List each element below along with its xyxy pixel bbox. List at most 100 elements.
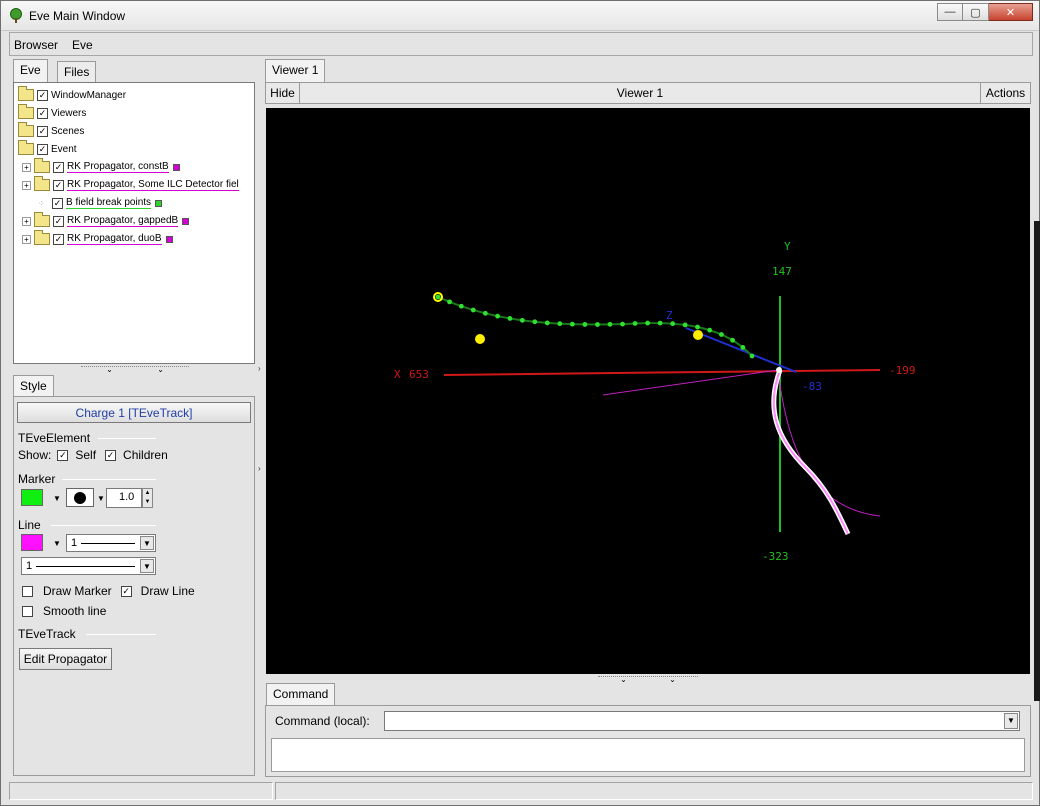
draw-marker-checkbox[interactable]: [22, 585, 33, 597]
viewer-toolbar: Hide Viewer 1 Actions: [265, 82, 1031, 104]
y-axis-title: Y: [784, 240, 791, 253]
break-point: [595, 322, 600, 327]
menu-browser[interactable]: Browser: [14, 38, 59, 52]
checkbox-scenes[interactable]: ✓: [37, 125, 48, 137]
maximize-button[interactable]: ▢: [963, 3, 989, 21]
line-width-select[interactable]: 1 ▼: [66, 534, 156, 552]
chevron-down-icon[interactable]: ▼: [140, 536, 154, 550]
checkbox-rk-constb[interactable]: ✓: [53, 161, 64, 173]
color-swatch: [155, 199, 163, 207]
tree-item-label: Viewers: [51, 107, 87, 119]
checkbox-event[interactable]: ✓: [37, 143, 48, 155]
hide-button[interactable]: Hide: [266, 83, 300, 103]
menu-eve[interactable]: Eve: [72, 38, 93, 52]
y-axis-max-label: 147: [772, 265, 792, 278]
tree-item-event[interactable]: ✓ Event: [18, 140, 77, 157]
draw-line-checkbox[interactable]: ✓: [120, 585, 132, 597]
draw-marker-label: Draw Marker: [43, 584, 112, 598]
horizontal-splitter[interactable]: ⌄ ⌄: [81, 366, 189, 374]
group-divider: [51, 525, 156, 526]
horizontal-splitter[interactable]: ⌄ ⌄: [598, 676, 698, 684]
checkbox-bfield[interactable]: ✓: [52, 197, 63, 209]
group-divider: [98, 438, 156, 439]
tree-item-windowmanager[interactable]: ✓ WindowManager: [18, 86, 126, 103]
folder-icon: [34, 158, 50, 173]
viewer-title: Viewer 1: [616, 86, 664, 100]
command-input[interactable]: ▼: [384, 711, 1020, 731]
checkbox-viewers[interactable]: ✓: [37, 107, 48, 119]
y-axis-min-label: -323: [762, 550, 789, 563]
tab-command[interactable]: Command: [266, 683, 336, 706]
checkbox-rk-duob[interactable]: ✓: [53, 233, 64, 245]
dropdown-arrow-icon[interactable]: ▼: [53, 494, 61, 503]
checkbox-rk-gappedb[interactable]: ✓: [53, 215, 64, 227]
marker-size-input[interactable]: 1.0: [106, 488, 142, 508]
x-axis-title: X: [394, 368, 401, 381]
vertical-splitter-arrow-icon[interactable]: ›: [258, 364, 261, 373]
break-point: [482, 310, 488, 316]
right-panel: Viewer 1 Hide Viewer 1 Actions Y 147 -32…: [265, 59, 1033, 779]
expand-icon[interactable]: +: [22, 180, 31, 190]
gl-viewer-canvas[interactable]: Y 147 -323 X 653 -199 Z -83: [266, 108, 1030, 674]
tree-item-viewers[interactable]: ✓ Viewers: [18, 104, 87, 121]
marker-group-label: Marker: [18, 472, 56, 486]
tab-eve[interactable]: Eve: [13, 59, 48, 82]
children-checkbox[interactable]: ✓: [105, 449, 117, 461]
status-cell: [275, 782, 1033, 800]
tree-item-scenes[interactable]: ✓ Scenes: [18, 122, 84, 139]
title-bar[interactable]: Eve Main Window — ▢ ✕: [1, 1, 1039, 31]
color-swatch: [165, 235, 173, 243]
break-point: [544, 320, 550, 326]
vertex-marker: [693, 330, 703, 340]
color-swatch: [182, 217, 190, 225]
3d-scene[interactable]: Y 147 -323 X 653 -199 Z -83: [266, 108, 1030, 674]
checkbox-windowmanager[interactable]: ✓: [37, 89, 48, 101]
expand-icon[interactable]: +: [22, 234, 31, 244]
line-style-select[interactable]: 1 ▼: [21, 557, 156, 575]
menu-bar: Browser Eve: [9, 32, 1033, 56]
break-point: [730, 337, 735, 343]
command-panel: Command (local): ▼: [265, 705, 1031, 777]
folder-icon: [18, 122, 34, 137]
tree-item-bfield[interactable]: ⁘ ✓ B field break points: [38, 195, 163, 211]
vertex-marker: [475, 334, 485, 344]
actions-button[interactable]: Actions: [980, 83, 1030, 103]
tab-files[interactable]: Files: [57, 61, 97, 82]
minimize-button[interactable]: —: [937, 3, 963, 21]
expand-icon[interactable]: +: [22, 216, 31, 226]
track-start-marker: [433, 292, 443, 302]
tab-viewer-1[interactable]: Viewer 1: [265, 59, 326, 82]
marker-size-stepper[interactable]: ▲ ▼: [142, 488, 153, 508]
selected-object-button[interactable]: Charge 1 [TEveTrack]: [17, 402, 251, 423]
break-point: [435, 294, 441, 300]
smooth-line-row: Smooth line: [22, 604, 106, 618]
chevron-down-icon[interactable]: ▼: [1004, 713, 1018, 729]
marker-style-selector[interactable]: [66, 488, 94, 507]
self-checkbox[interactable]: ✓: [57, 449, 69, 461]
marker-color-swatch[interactable]: [21, 489, 43, 506]
break-point: [749, 353, 755, 359]
chevron-down-icon[interactable]: ▼: [140, 559, 154, 573]
close-button[interactable]: ✕: [989, 3, 1033, 21]
break-point: [719, 332, 724, 337]
dropdown-arrow-icon[interactable]: ▼: [53, 539, 61, 548]
tree-item-rk-gappedb[interactable]: + ✓ RK Propagator, gappedB: [22, 212, 190, 229]
expand-icon[interactable]: +: [22, 162, 31, 172]
origin-marker: [776, 367, 782, 373]
dropdown-arrow-icon[interactable]: ▼: [97, 494, 105, 503]
edit-propagator-button[interactable]: Edit Propagator: [19, 648, 112, 670]
teveelement-group-label: TEveElement: [18, 431, 91, 445]
tab-style[interactable]: Style: [13, 375, 54, 398]
break-point: [657, 320, 663, 326]
tree-item-rk-duob[interactable]: + ✓ RK Propagator, duoB: [22, 230, 173, 247]
vertical-splitter-arrow-icon[interactable]: ›: [258, 464, 261, 473]
tree-item-rk-constb[interactable]: + ✓ RK Propagator, constB: [22, 158, 180, 175]
tree-item-rk-ilc[interactable]: + ✓ RK Propagator, Some ILC Detector fie…: [22, 176, 239, 193]
line-preview: [36, 566, 135, 567]
break-point: [447, 299, 452, 305]
break-point: [557, 321, 563, 327]
smooth-line-checkbox[interactable]: [22, 605, 33, 617]
line-color-swatch[interactable]: [21, 534, 43, 551]
checkbox-rk-ilc[interactable]: ✓: [53, 179, 64, 191]
